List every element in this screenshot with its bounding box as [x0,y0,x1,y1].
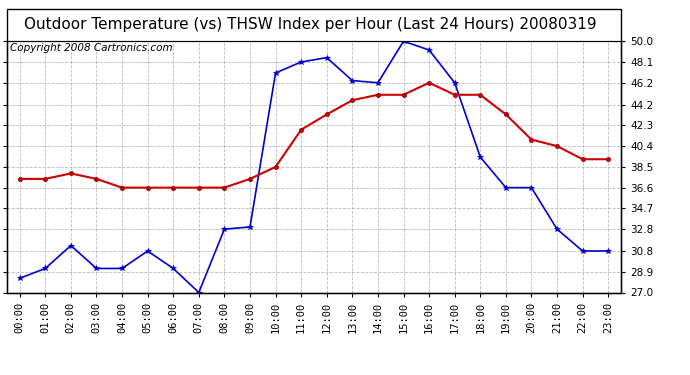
Text: Copyright 2008 Cartronics.com: Copyright 2008 Cartronics.com [10,42,172,52]
Text: Outdoor Temperature (vs) THSW Index per Hour (Last 24 Hours) 20080319: Outdoor Temperature (vs) THSW Index per … [24,17,597,32]
